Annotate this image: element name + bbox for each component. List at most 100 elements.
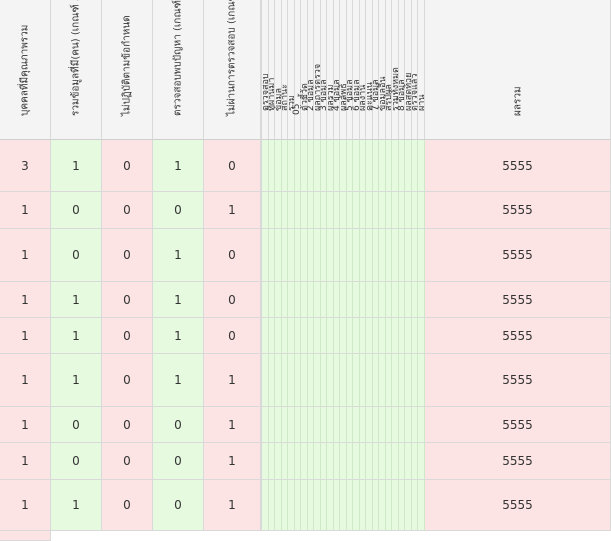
narrow-cell <box>359 192 366 229</box>
narrow-cell <box>275 354 282 407</box>
narrow-cell <box>327 140 334 192</box>
narrow-cell <box>405 282 412 318</box>
narrow-cell <box>262 354 269 407</box>
narrow-cell <box>405 229 412 282</box>
table-cell: 1 <box>0 229 51 282</box>
narrow-cell <box>385 354 392 407</box>
narrow-cell <box>314 354 321 407</box>
table-cell: 1 <box>0 480 51 531</box>
narrow-cell <box>346 192 353 229</box>
narrow-cell <box>307 407 314 443</box>
narrow-cell <box>307 282 314 318</box>
column-header: รวมข้อมูลที่มี(คน) (เกณฑ์ 5) <box>51 0 102 140</box>
narrow-cell <box>359 318 366 354</box>
narrow-cell <box>268 480 275 531</box>
narrow-cell <box>418 480 425 531</box>
table-cell: 0 <box>102 282 153 318</box>
narrow-cell <box>411 443 418 480</box>
total-column-header: ผลรวม <box>425 0 611 140</box>
narrow-cell <box>294 140 301 192</box>
narrow-cell <box>320 318 327 354</box>
narrow-cell <box>353 140 360 192</box>
narrow-cell <box>405 443 412 480</box>
table-cell: 0 <box>102 407 153 443</box>
narrow-cell <box>359 140 366 192</box>
narrow-cell <box>392 229 399 282</box>
narrow-cell <box>281 282 288 318</box>
narrow-cell <box>307 318 314 354</box>
narrow-cell <box>346 282 353 318</box>
narrow-cell <box>327 229 334 282</box>
narrow-cell <box>353 192 360 229</box>
narrow-cell <box>281 480 288 531</box>
narrow-cell <box>294 407 301 443</box>
table-cell: 1 <box>51 318 102 354</box>
total-column-header-label: ผลรวม <box>512 86 523 116</box>
narrow-column-header: 7 ข้อมูล <box>371 0 381 140</box>
narrow-column-header: 8 ข้อมูล <box>397 0 407 140</box>
narrow-cell <box>268 443 275 480</box>
table-cell: 0 <box>51 229 102 282</box>
narrow-column-header: ผลลัพธ์ <box>339 0 349 140</box>
narrow-cell <box>372 318 379 354</box>
narrow-cell <box>418 192 425 229</box>
narrow-cell <box>379 354 386 407</box>
table-cell: 0 <box>153 480 204 531</box>
narrow-cell <box>340 282 347 318</box>
narrow-cell <box>405 192 412 229</box>
narrow-cell <box>288 443 295 480</box>
table-cell: 1 <box>51 140 102 192</box>
narrow-cell <box>405 480 412 531</box>
narrow-cell <box>366 443 373 480</box>
narrow-cell <box>340 407 347 443</box>
narrow-cell <box>307 229 314 282</box>
total-cell: 5555 <box>425 229 611 282</box>
narrow-cell <box>268 407 275 443</box>
narrow-cell <box>281 192 288 229</box>
narrow-cell <box>262 407 269 443</box>
narrow-cell <box>262 282 269 318</box>
narrow-cell <box>411 229 418 282</box>
narrow-cell <box>288 407 295 443</box>
narrow-column-header: สถานะ <box>280 0 290 140</box>
narrow-cell <box>314 192 321 229</box>
table-cell: 0 <box>153 407 204 443</box>
narrow-cell <box>320 480 327 531</box>
narrow-cell <box>268 282 275 318</box>
narrow-cell <box>353 443 360 480</box>
narrow-cell <box>288 140 295 192</box>
narrow-cell <box>288 192 295 229</box>
narrow-cell <box>314 318 321 354</box>
column-header: ไม่ปฏิบัติตามข้อกำหนด <box>102 0 153 140</box>
narrow-cell <box>320 354 327 407</box>
total-cell: 5555 <box>425 354 611 407</box>
narrow-cell <box>392 282 399 318</box>
narrow-cell <box>301 407 308 443</box>
narrow-cell <box>385 140 392 192</box>
narrow-cell <box>392 140 399 192</box>
trailing-cell <box>0 531 51 541</box>
narrow-cell <box>314 140 321 192</box>
narrow-cell <box>398 140 405 192</box>
narrow-cell <box>333 480 340 531</box>
table-cell: 1 <box>153 318 204 354</box>
narrow-cell <box>340 140 347 192</box>
cell-spacer <box>261 318 262 354</box>
narrow-cell <box>353 407 360 443</box>
table-cell: 0 <box>51 407 102 443</box>
cell-spacer <box>261 407 262 443</box>
narrow-cell <box>379 140 386 192</box>
narrow-cell <box>379 407 386 443</box>
table-cell: 1 <box>51 282 102 318</box>
narrow-cell <box>353 282 360 318</box>
narrow-cell <box>333 229 340 282</box>
narrow-cell <box>405 407 412 443</box>
table-cell: 0 <box>153 443 204 480</box>
narrow-cell <box>294 229 301 282</box>
narrow-cell <box>288 229 295 282</box>
column-header-label: ไม่ผ่านการตรวจสอบ (เกณฑ์ 40) <box>226 0 238 116</box>
narrow-cell <box>301 480 308 531</box>
narrow-cell <box>320 407 327 443</box>
table-cell: 0 <box>102 140 153 192</box>
